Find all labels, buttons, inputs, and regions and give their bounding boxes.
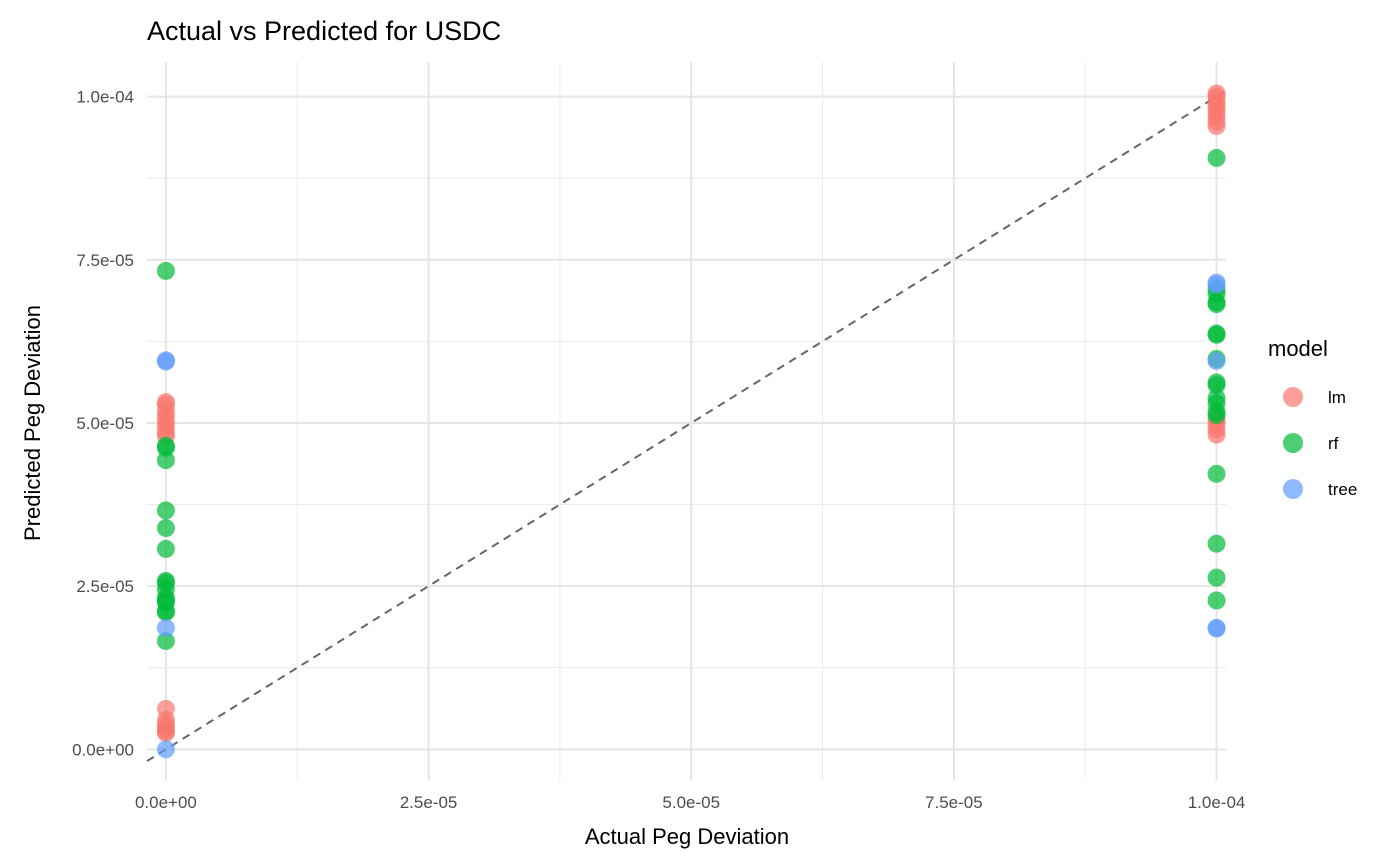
point-rf [1207,568,1226,587]
legend: model lm rf tree [1268,336,1357,499]
point-rf [156,501,175,520]
y-tick-label: 1.0e-04 [76,88,134,107]
point-tree [156,618,175,637]
legend-label-tree: tree [1328,480,1357,499]
legend-label-lm: lm [1328,388,1346,407]
legend-item-rf: rf [1283,433,1339,453]
point-tree [1207,275,1226,294]
x-tick-label: 2.5e-05 [400,793,458,812]
point-rf [156,539,175,558]
y-tick-label: 0.0e+00 [72,740,134,759]
point-lm [1207,425,1226,444]
point-lm [1207,116,1226,135]
legend-title: model [1268,336,1328,361]
point-rf [1207,464,1226,483]
point-tree [156,352,175,371]
x-tick-label: 7.5e-05 [925,793,983,812]
point-rf [1207,376,1226,395]
point-rf [1207,325,1226,344]
point-lm [156,724,175,743]
point-rf [156,519,175,538]
y-tick-label: 2.5e-05 [76,577,134,596]
legend-key-rf [1283,433,1303,453]
legend-key-lm [1283,387,1303,407]
point-rf [156,261,175,280]
point-rf [156,631,175,650]
y-axis-title: Predicted Peg Deviation [20,305,45,541]
point-rf [1207,534,1226,553]
data-points [156,84,1226,759]
series-rf [156,148,1226,650]
series-tree [156,273,1226,759]
x-tick-label: 0.0e+00 [135,793,197,812]
legend-label-rf: rf [1328,434,1339,453]
reference-line-layer [146,89,1227,762]
identity-reference-line [146,89,1227,762]
grid [147,62,1226,780]
point-rf [156,451,175,470]
x-tick-label: 5.0e-05 [662,793,720,812]
point-tree [156,740,175,759]
point-rf [1207,591,1226,610]
chart-title: Actual vs Predicted for USDC [147,16,501,46]
point-rf [156,603,175,622]
x-axis-title: Actual Peg Deviation [585,824,789,849]
y-tick-label: 7.5e-05 [76,251,134,270]
point-tree [1207,351,1226,370]
point-rf [156,438,175,457]
legend-item-tree: tree [1283,479,1357,499]
point-rf [1207,295,1226,314]
y-tick-label: 5.0e-05 [76,414,134,433]
legend-item-lm: lm [1283,387,1346,407]
x-tick-label: 1.0e-04 [1188,793,1246,812]
legend-key-tree [1283,479,1303,499]
point-tree [1207,619,1226,638]
point-rf [1207,148,1226,167]
axes: 0.0e+00 2.5e-05 5.0e-05 7.5e-05 1.0e-04 0.0e+… [72,88,1245,812]
point-rf [1207,406,1226,425]
series-lm [156,84,1226,743]
